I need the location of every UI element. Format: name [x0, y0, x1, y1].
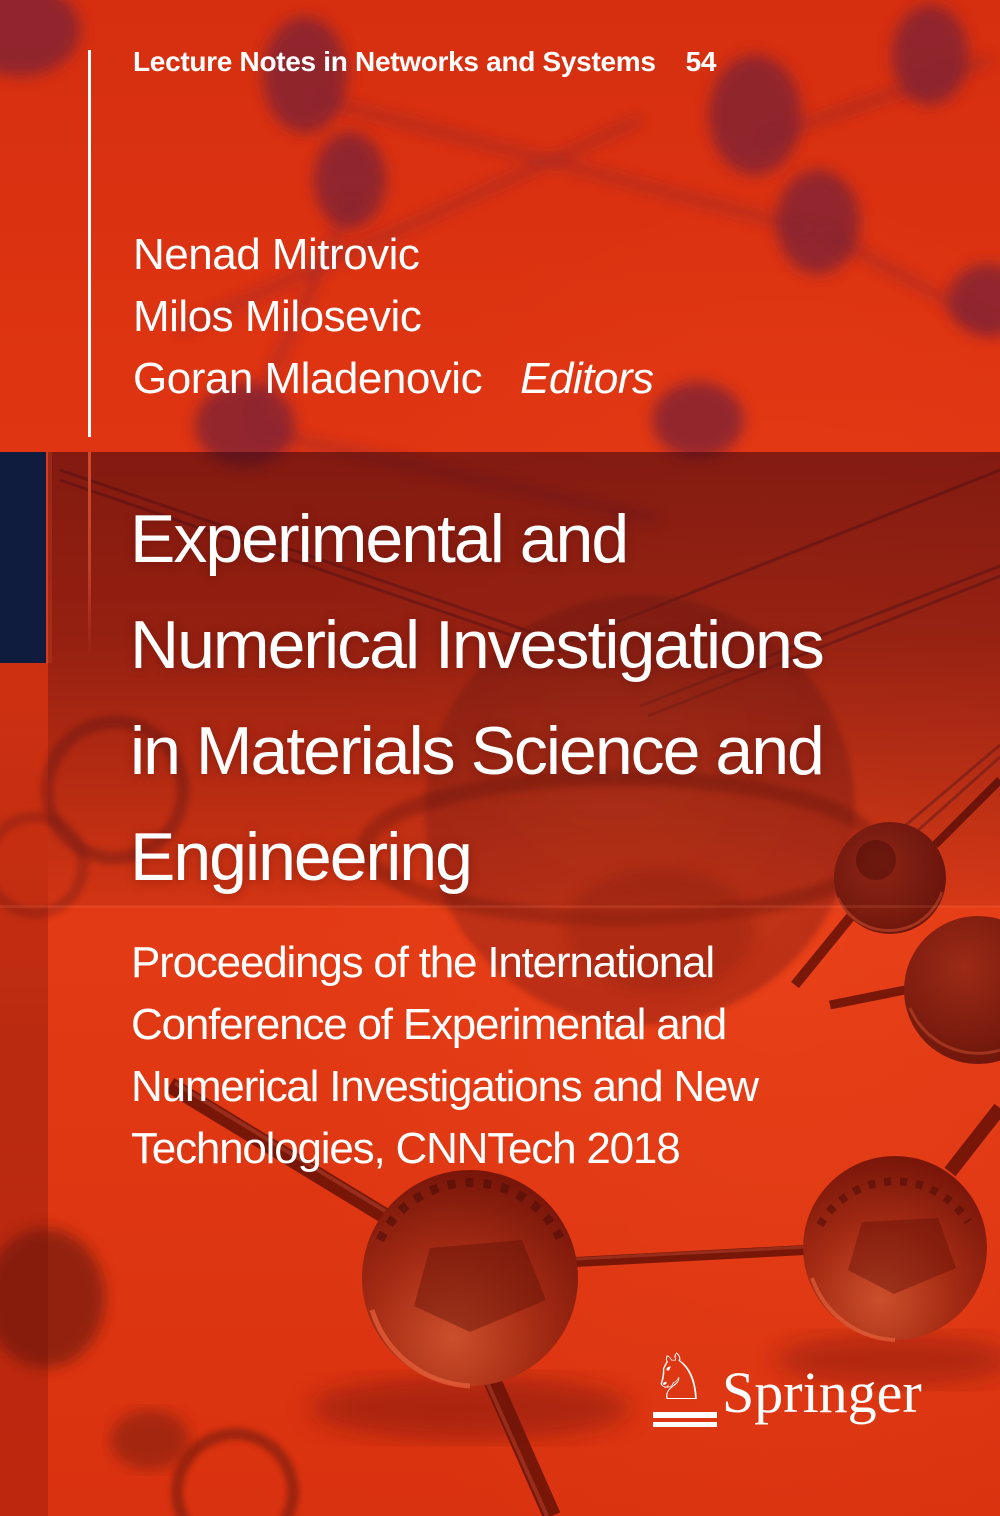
molecule-sphere: [904, 916, 1000, 1064]
blurred-node: [110, 1410, 190, 1470]
book-subtitle-line: Conference of Experimental and: [131, 1000, 727, 1049]
book-title-line: Numerical Investigations: [130, 607, 825, 683]
editors-role-label: Editors: [520, 354, 654, 403]
series-volume: 54: [685, 46, 717, 77]
book-title-line: in Materials Science and: [130, 713, 825, 789]
book-subtitle-line: Proceedings of the International: [131, 938, 715, 987]
band-bottom-seam: [0, 905, 1000, 908]
book-title-line: Engineering: [130, 819, 473, 895]
editors-block: Nenad Mitrovic Milos Milosevic Goran Mla…: [133, 224, 654, 410]
series-color-block: [0, 452, 46, 663]
left-edge-column: [0, 663, 48, 1516]
molecule-sphere-large: [362, 1170, 578, 1386]
series-header: Lecture Notes in Networks and Systems 54: [133, 44, 716, 80]
logo-underline-top: [653, 1412, 717, 1418]
editor-name: Milos Milosevic: [133, 292, 422, 341]
logo-underline-bottom: [653, 1422, 717, 1427]
blurred-ring: [171, 1428, 299, 1516]
book-subtitle-line: Numerical Investigations and New: [131, 1062, 759, 1111]
series-divider-line-lower: [88, 452, 91, 658]
series-title: Lecture Notes in Networks and Systems: [133, 46, 656, 77]
editor-name: Nenad Mitrovic: [133, 230, 420, 279]
sphere-shadow: [310, 1376, 630, 1440]
blurred-node: [0, 1228, 105, 1368]
title-band: [48, 452, 1000, 906]
blurred-top-nodes: [0, 0, 1000, 467]
series-block-edge: [46, 452, 52, 663]
book-title-line: Experimental and: [130, 501, 629, 577]
rod-highlights: [173, 1081, 806, 1516]
springer-horse-icon: ♘: [650, 1341, 708, 1415]
sphere-shadow: [775, 1334, 1000, 1386]
book-subtitle-line: Technologies, CNNTech 2018: [131, 1124, 681, 1173]
editor-line: Goran Mladenovic Editors: [133, 348, 654, 410]
editor-name: Goran Mladenovic: [133, 354, 483, 403]
series-divider-line: [88, 50, 91, 437]
book-subtitle: Proceedings of the International Confere…: [131, 932, 759, 1180]
molecule-sphere: [803, 1156, 987, 1340]
book-title: Experimental and Numerical Investigation…: [130, 486, 825, 910]
publisher-name: Springer: [722, 1360, 922, 1425]
